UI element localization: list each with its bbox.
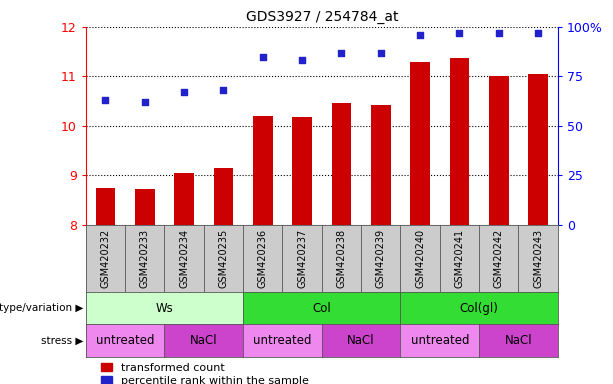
Point <box>140 99 150 105</box>
Point <box>376 50 386 56</box>
Text: NaCl: NaCl <box>348 334 375 347</box>
Bar <box>450 58 470 225</box>
Text: Ws: Ws <box>156 302 173 314</box>
Text: NaCl: NaCl <box>504 334 532 347</box>
Point <box>179 89 189 95</box>
Text: GSM420234: GSM420234 <box>179 229 189 288</box>
Bar <box>214 168 234 225</box>
Text: Col(gl): Col(gl) <box>460 302 498 314</box>
Text: Col: Col <box>313 302 331 314</box>
Title: GDS3927 / 254784_at: GDS3927 / 254784_at <box>246 10 398 25</box>
Text: untreated: untreated <box>411 334 469 347</box>
Text: GSM420232: GSM420232 <box>101 228 110 288</box>
Bar <box>96 187 115 225</box>
Bar <box>528 74 548 225</box>
Point <box>533 30 543 36</box>
Text: GSM420239: GSM420239 <box>376 229 386 288</box>
Bar <box>489 76 509 225</box>
Legend: transformed count, percentile rank within the sample: transformed count, percentile rank withi… <box>101 362 309 384</box>
Text: GSM420233: GSM420233 <box>140 229 150 288</box>
Text: GSM420242: GSM420242 <box>494 228 504 288</box>
Text: GSM420238: GSM420238 <box>337 229 346 288</box>
Text: untreated: untreated <box>96 334 154 347</box>
Text: GSM420235: GSM420235 <box>218 228 229 288</box>
Bar <box>253 116 273 225</box>
Point <box>455 30 465 36</box>
Bar <box>371 104 390 225</box>
Text: genotype/variation ▶: genotype/variation ▶ <box>0 303 83 313</box>
Text: NaCl: NaCl <box>190 334 218 347</box>
Point <box>258 53 268 60</box>
Bar <box>332 103 351 225</box>
Point <box>101 97 110 103</box>
Bar <box>292 117 312 225</box>
Text: untreated: untreated <box>253 334 312 347</box>
Text: stress ▶: stress ▶ <box>41 336 83 346</box>
Text: GSM420237: GSM420237 <box>297 228 307 288</box>
Text: GSM420236: GSM420236 <box>258 229 268 288</box>
Point <box>494 30 504 36</box>
Point <box>219 87 229 93</box>
Text: GSM420243: GSM420243 <box>533 229 543 288</box>
Point <box>415 32 425 38</box>
Bar <box>174 173 194 225</box>
Bar <box>135 189 154 225</box>
Point <box>297 58 307 64</box>
Point <box>337 50 346 56</box>
Text: GSM420240: GSM420240 <box>415 229 425 288</box>
Bar <box>410 63 430 225</box>
Text: GSM420241: GSM420241 <box>454 229 465 288</box>
